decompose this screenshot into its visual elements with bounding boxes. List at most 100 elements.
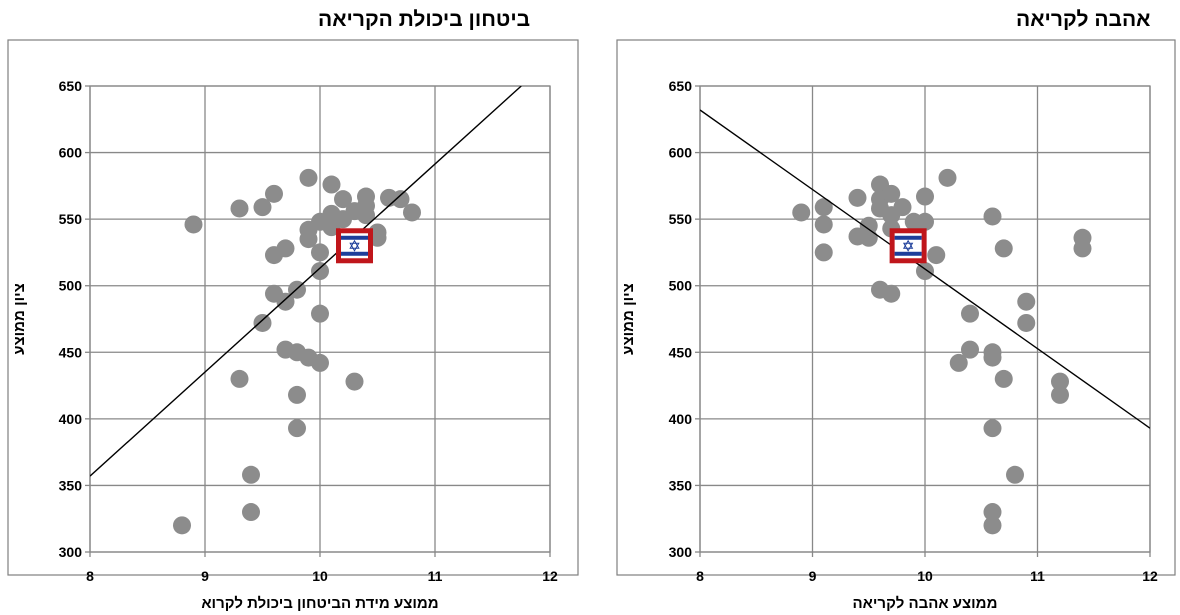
x-tick-label: 9 [201,568,209,584]
data-point [859,228,878,247]
data-point [882,284,901,303]
flag-stripe-top [341,235,368,240]
data-point [311,243,329,262]
plot-area [89,85,551,553]
data-point [983,503,1002,522]
y-tick-label: 300 [669,544,693,560]
data-point [253,313,272,332]
data-point [994,239,1013,258]
data-point [938,168,957,187]
flag-stripe-bottom [341,251,368,256]
trendline [700,109,1150,429]
data-point [961,340,979,359]
data-point [916,212,934,231]
chart-frame [7,39,579,576]
data-point [893,198,912,217]
chart-right: 8 9 10 11 12 300 350 400 450 500 550 600 650 ממוצע אה… [616,39,1176,612]
data-point [994,369,1013,388]
data-point [242,503,260,522]
chart-frame [616,39,1176,576]
y-axis-label: ציון ממוצע [11,283,28,355]
x-tick-label: 10 [917,568,933,584]
y-tick-label: 450 [669,344,693,360]
data-point [848,188,867,207]
data-point [242,465,260,484]
chart-title-confidence: ביטחון ביכולת הקריאה [318,8,531,31]
star-triangle-down [349,242,360,252]
data-point [983,348,1002,367]
y-tick-label: 450 [59,344,83,360]
data-point [311,262,329,281]
x-tick-label: 8 [696,568,704,584]
data-point [345,372,364,391]
plot-area [699,85,1151,553]
data-point [288,385,306,404]
y-tick-label: 550 [59,211,83,227]
x-tick-label: 11 [428,568,443,584]
data-point [1017,292,1036,311]
x-tick-label: 12 [1142,568,1158,584]
data-point [882,184,901,203]
y-tick-label: 650 [59,78,83,94]
y-tick-label: 500 [669,278,693,294]
data-point [311,353,329,372]
data-point [276,239,295,258]
x-tick-label: 10 [312,568,328,584]
data-point [173,516,191,535]
data-point [983,207,1002,226]
x-tick-label: 12 [542,568,558,584]
data-point [299,230,318,249]
y-axis-label: ציון ממוצע [620,283,637,355]
data-point [288,419,306,438]
data-point [334,190,352,209]
data-point [1051,385,1069,404]
y-tick-label: 350 [669,477,693,493]
data-point [983,419,1002,438]
data-point [927,246,946,265]
star-triangle-up [349,239,360,249]
y-tick-label: 550 [669,211,693,227]
data-point [1073,239,1092,258]
data-point [949,353,968,372]
y-tick-label: 300 [59,544,83,560]
data-point [322,175,341,194]
flag-stripe-top [894,235,922,240]
flag-frame [889,228,927,264]
data-point [265,184,283,203]
star-triangle-up [902,239,914,249]
data-point [814,198,833,217]
data-point [299,168,318,187]
data-point [814,243,833,262]
star-triangle-down [902,242,914,252]
chart-title-love-reading: אהבה לקריאה [1016,8,1151,31]
data-point [253,198,272,217]
data-point [1017,313,1036,332]
flag-frame [336,228,373,264]
y-tick-label: 600 [669,145,693,161]
data-point [184,215,203,234]
data-point [1051,372,1069,391]
data-point [230,369,249,388]
data-point [403,203,421,222]
trendline [90,86,522,477]
data-point [311,304,329,323]
israel-flag-icon [336,228,373,264]
data-point [792,203,811,222]
x-tick-label: 8 [86,568,94,584]
israel-flag-icon [889,228,927,264]
data-point [357,206,375,225]
y-tick-label: 500 [59,278,83,294]
x-axis-label: ממוצע מידת הביטחון ביכולת לקרוא [201,595,438,612]
data-point [983,516,1002,535]
y-tick-label: 600 [59,145,83,161]
x-tick-label: 11 [1030,568,1045,584]
y-tick-label: 400 [59,411,83,427]
data-point [916,187,934,206]
data-point [1006,465,1024,484]
data-point [391,190,410,209]
x-tick-label: 9 [809,568,817,584]
chart-left: 8 9 10 11 12 300 350 400 450 500 550 600 650 ממוצע מי… [7,39,579,612]
data-point [814,215,833,234]
y-tick-label: 650 [669,78,693,94]
data-point [961,304,979,323]
